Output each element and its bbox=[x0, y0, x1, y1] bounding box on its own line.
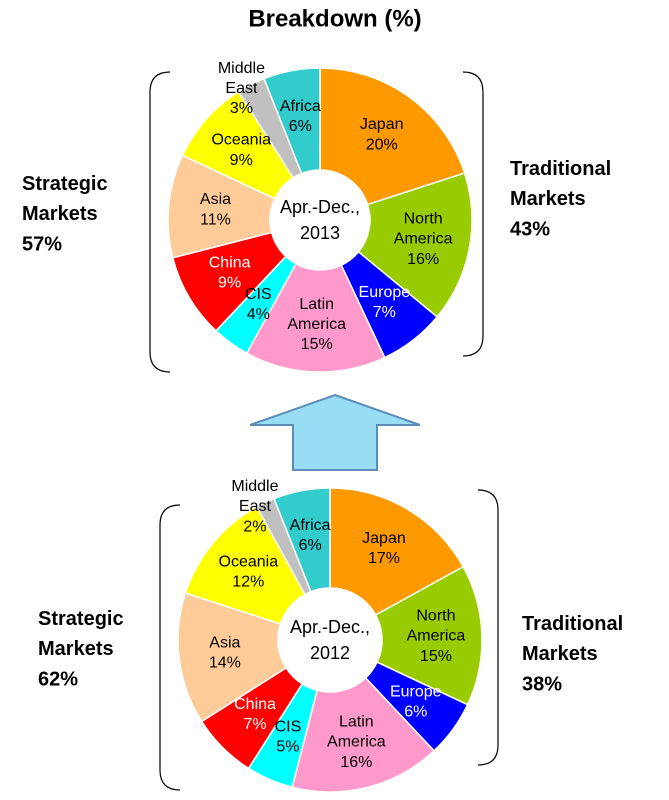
center-label: 2012 bbox=[310, 643, 350, 663]
slice bbox=[374, 565, 483, 706]
slice-value: 3% bbox=[230, 100, 253, 117]
slice-value: 6% bbox=[289, 118, 312, 135]
slice-label: Japan bbox=[360, 116, 404, 133]
slice-label: China bbox=[234, 696, 276, 713]
group-label: Traditional Markets bbox=[522, 613, 623, 665]
center-label: Apr.-Dec., bbox=[290, 617, 370, 637]
slice-value: 14% bbox=[209, 655, 241, 672]
bracket bbox=[462, 71, 484, 357]
slice-label: Africa bbox=[280, 98, 321, 115]
slice-value: 20% bbox=[366, 136, 398, 153]
slice-label: Europe bbox=[359, 284, 411, 301]
slice bbox=[263, 67, 321, 175]
slice-value: 5% bbox=[276, 739, 299, 756]
slice-label: North America bbox=[394, 211, 453, 248]
slice-value: 16% bbox=[407, 251, 439, 268]
slice-value: 17% bbox=[368, 550, 400, 567]
slice-label: Middle East bbox=[218, 60, 265, 97]
group-value: 62% bbox=[38, 668, 78, 690]
slice-label: China bbox=[209, 255, 251, 272]
slice-value: 6% bbox=[299, 537, 322, 554]
chart-title: Breakdown (%) bbox=[248, 5, 421, 32]
slice-label: Middle East bbox=[231, 478, 278, 515]
slice-value: 15% bbox=[420, 648, 452, 665]
bracket bbox=[159, 504, 181, 791]
slice bbox=[357, 172, 473, 318]
group-value: 38% bbox=[522, 673, 562, 695]
bracket bbox=[149, 71, 171, 373]
slice bbox=[177, 592, 288, 723]
slice-value: 15% bbox=[301, 336, 333, 353]
slice-label: Latin America bbox=[287, 296, 346, 333]
slice-label: CIS bbox=[275, 719, 302, 736]
slice-value: 9% bbox=[230, 152, 253, 169]
slice bbox=[167, 154, 276, 259]
arrow bbox=[249, 393, 421, 471]
slice-value: 2% bbox=[243, 518, 266, 535]
group-value: 43% bbox=[510, 218, 550, 240]
group-label: Traditional Markets bbox=[510, 158, 611, 210]
slice bbox=[184, 505, 306, 625]
slice-value: 6% bbox=[404, 704, 427, 721]
slice-label: CIS bbox=[245, 286, 272, 303]
slice-value: 7% bbox=[373, 304, 396, 321]
slice-value: 16% bbox=[340, 754, 372, 771]
slice-value: 11% bbox=[200, 211, 231, 228]
slice-value: 12% bbox=[232, 574, 264, 591]
slice-label: Oceania bbox=[211, 132, 271, 149]
slice-label: Asia bbox=[209, 635, 240, 652]
slice-label: Asia bbox=[200, 191, 231, 208]
slice-label: Japan bbox=[362, 530, 406, 547]
group-label: Strategic Markets bbox=[38, 608, 124, 660]
slice-label: Latin America bbox=[327, 714, 386, 751]
slice bbox=[273, 487, 331, 593]
slice-label: Europe bbox=[390, 684, 442, 701]
group-value: 57% bbox=[22, 233, 62, 255]
slice bbox=[329, 487, 465, 616]
slice-label: Oceania bbox=[219, 554, 279, 571]
center-label: Apr.-Dec., bbox=[280, 197, 360, 217]
bracket bbox=[477, 489, 499, 766]
slice bbox=[319, 67, 466, 206]
slice-value: 7% bbox=[243, 716, 266, 733]
slice-value: 4% bbox=[247, 306, 270, 323]
center-label: 2013 bbox=[300, 223, 340, 243]
slice-value: 9% bbox=[218, 275, 241, 292]
slice bbox=[291, 676, 436, 793]
slice-label: Africa bbox=[290, 517, 331, 534]
slice-label: North America bbox=[407, 608, 466, 645]
group-label: Strategic Markets bbox=[22, 173, 108, 225]
